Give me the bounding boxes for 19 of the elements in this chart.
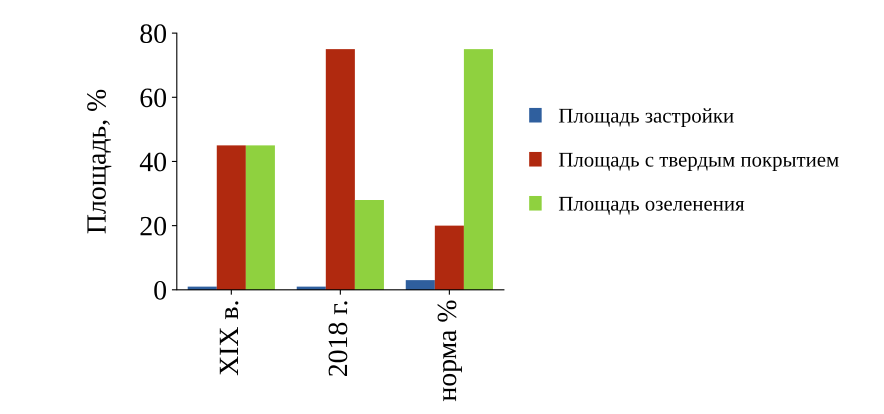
x-tick-label: XIX в. xyxy=(220,301,238,376)
y-tick-label: 60 xyxy=(140,88,166,108)
bar xyxy=(354,200,384,290)
legend-label: Площадь застройки xyxy=(558,108,734,127)
legend-label: Площадь с твердым покрытием xyxy=(558,152,839,171)
y-tick-label: 0 xyxy=(154,280,166,300)
x-tick-label: норма % xyxy=(438,300,462,402)
bar xyxy=(464,49,493,290)
bar xyxy=(246,145,275,290)
x-tick-label: 2018 г. xyxy=(328,301,348,376)
y-axis-title: Площадь, % xyxy=(87,90,112,234)
legend-label: Площадь озеленения xyxy=(558,196,744,215)
bar xyxy=(326,49,355,290)
y-tick-label: 20 xyxy=(140,216,166,236)
y-tick-label: 40 xyxy=(140,152,166,172)
bar xyxy=(406,280,435,290)
bar xyxy=(216,145,246,290)
y-tick-label: 80 xyxy=(140,24,166,44)
bar xyxy=(434,226,464,290)
